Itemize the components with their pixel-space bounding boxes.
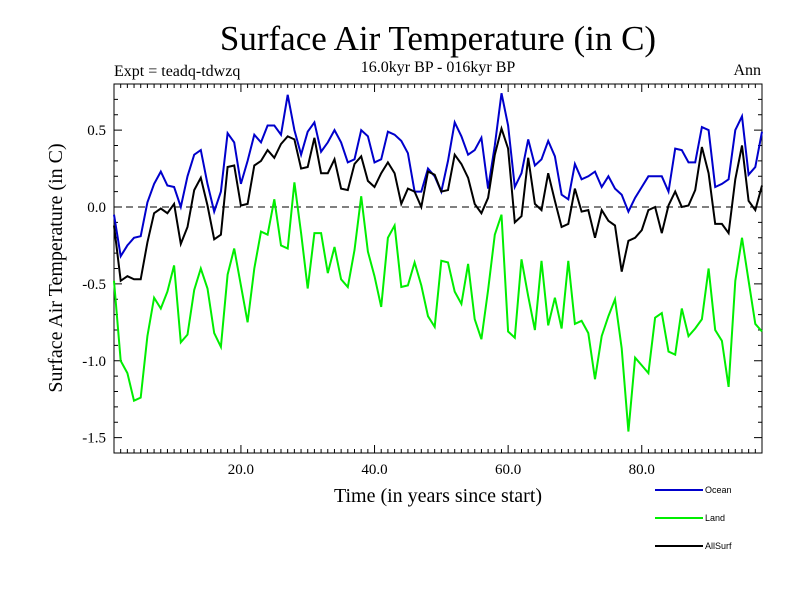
x-tick-label: 60.0 <box>495 462 521 478</box>
y-tick-label: 0.5 <box>87 123 106 139</box>
y-tick-label: -1.0 <box>82 354 106 370</box>
x-tick-label: 80.0 <box>629 462 655 478</box>
period-label: Ann <box>733 62 761 79</box>
experiment-label: Expt = teadq-tdwzq <box>114 63 240 80</box>
legend-label-ocean: Ocean <box>705 485 732 495</box>
legend-label-land: Land <box>705 513 725 523</box>
y-axis-label: Surface Air Temperature (in C) <box>45 143 67 392</box>
x-axis-label: Time (in years since start) <box>334 485 542 507</box>
plot-frame <box>113 83 763 454</box>
chart-subtitle: 16.0kyr BP - 016kyr BP <box>361 59 516 76</box>
chart-title: Surface Air Temperature (in C) <box>220 19 656 58</box>
axis-ticks <box>113 84 763 453</box>
series-line-land <box>113 182 763 432</box>
series-line-ocean <box>113 92 763 260</box>
y-tick-label: 0.0 <box>87 200 106 216</box>
x-tick-label: 40.0 <box>361 462 387 478</box>
series-line-allsurf <box>113 125 763 283</box>
series-lines <box>113 92 763 432</box>
y-tick-label: -0.5 <box>82 277 106 293</box>
y-tick-labels: 0.5 0.0 -0.5 -1.0 -1.5 <box>82 123 106 447</box>
legend-label-allsurf: AllSurf <box>705 541 732 551</box>
x-tick-label: 20.0 <box>228 462 254 478</box>
legend: Ocean Land AllSurf <box>655 485 732 551</box>
y-tick-label: -1.5 <box>82 431 106 447</box>
x-tick-labels: 20.0 40.0 60.0 80.0 <box>228 462 655 478</box>
